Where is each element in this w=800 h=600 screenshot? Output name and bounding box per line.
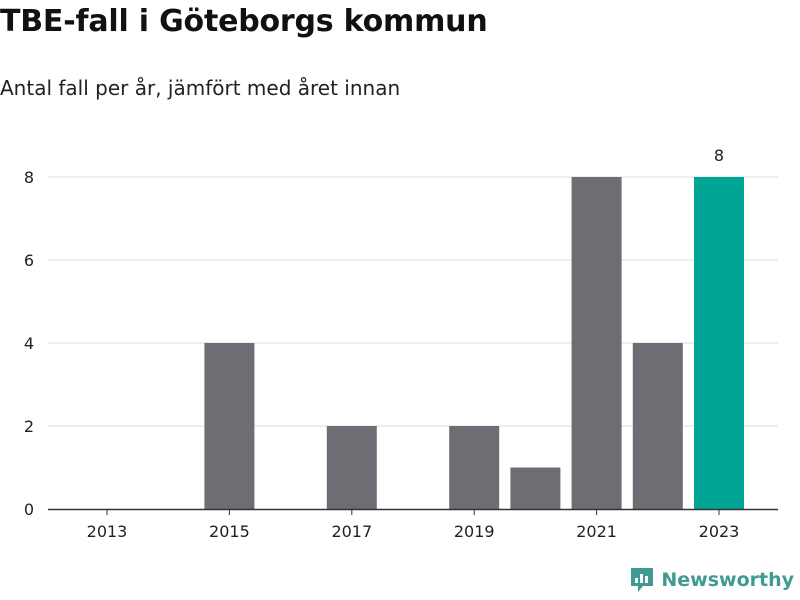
- brand-name: Newsworthy: [661, 569, 794, 591]
- x-tick-label: 2019: [454, 522, 495, 541]
- bar-2019: [449, 426, 500, 509]
- newsworthy-logo-icon: [631, 568, 654, 592]
- brand: Newsworthy: [629, 566, 794, 594]
- y-tick-label: 8: [24, 168, 34, 187]
- chart-subtitle: Antal fall per år, jämfört med året inna…: [0, 76, 401, 100]
- x-tick-label: 2023: [699, 522, 740, 541]
- x-tick-label: 2013: [87, 522, 128, 541]
- data-label: 8: [714, 146, 724, 165]
- x-tick-label: 2021: [576, 522, 617, 541]
- y-tick-label: 4: [24, 334, 34, 353]
- y-tick-label: 0: [24, 500, 34, 519]
- bar-2020: [510, 467, 561, 509]
- y-tick-label: 6: [24, 251, 34, 270]
- x-tick-label: 2015: [209, 522, 250, 541]
- bar-2022: [632, 343, 683, 509]
- chart-title: TBE-fall i Göteborgs kommun: [0, 4, 488, 39]
- bar-2015: [204, 343, 255, 509]
- bar-2023: [694, 177, 744, 509]
- x-tick-label: 2017: [331, 522, 372, 541]
- bar-2021: [571, 177, 622, 509]
- y-tick-label: 2: [24, 417, 34, 436]
- bar-2017: [326, 426, 377, 509]
